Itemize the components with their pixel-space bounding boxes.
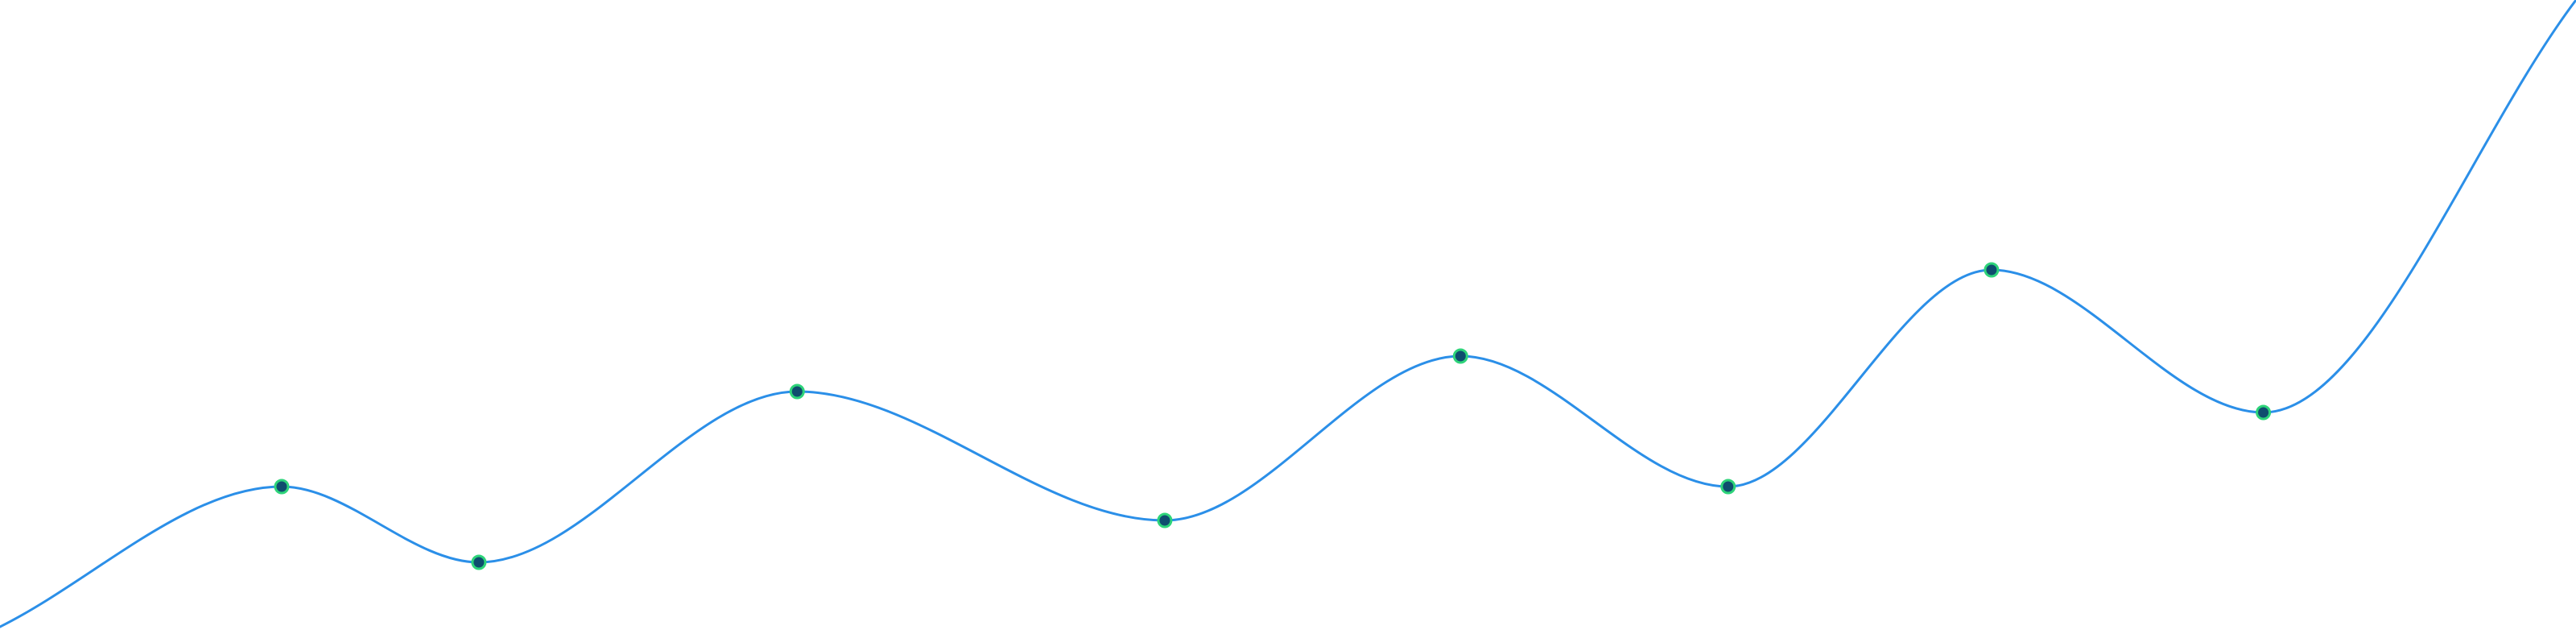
- data-point-3: [789, 383, 805, 400]
- data-point-2: [471, 554, 487, 570]
- data-point-7: [1984, 262, 2000, 278]
- marker-layer: [274, 262, 2272, 570]
- data-point-1: [274, 479, 290, 495]
- data-point-6: [1720, 479, 1736, 495]
- data-point-8: [2256, 404, 2272, 421]
- data-point-5: [1452, 348, 1468, 364]
- data-point-4: [1157, 512, 1173, 528]
